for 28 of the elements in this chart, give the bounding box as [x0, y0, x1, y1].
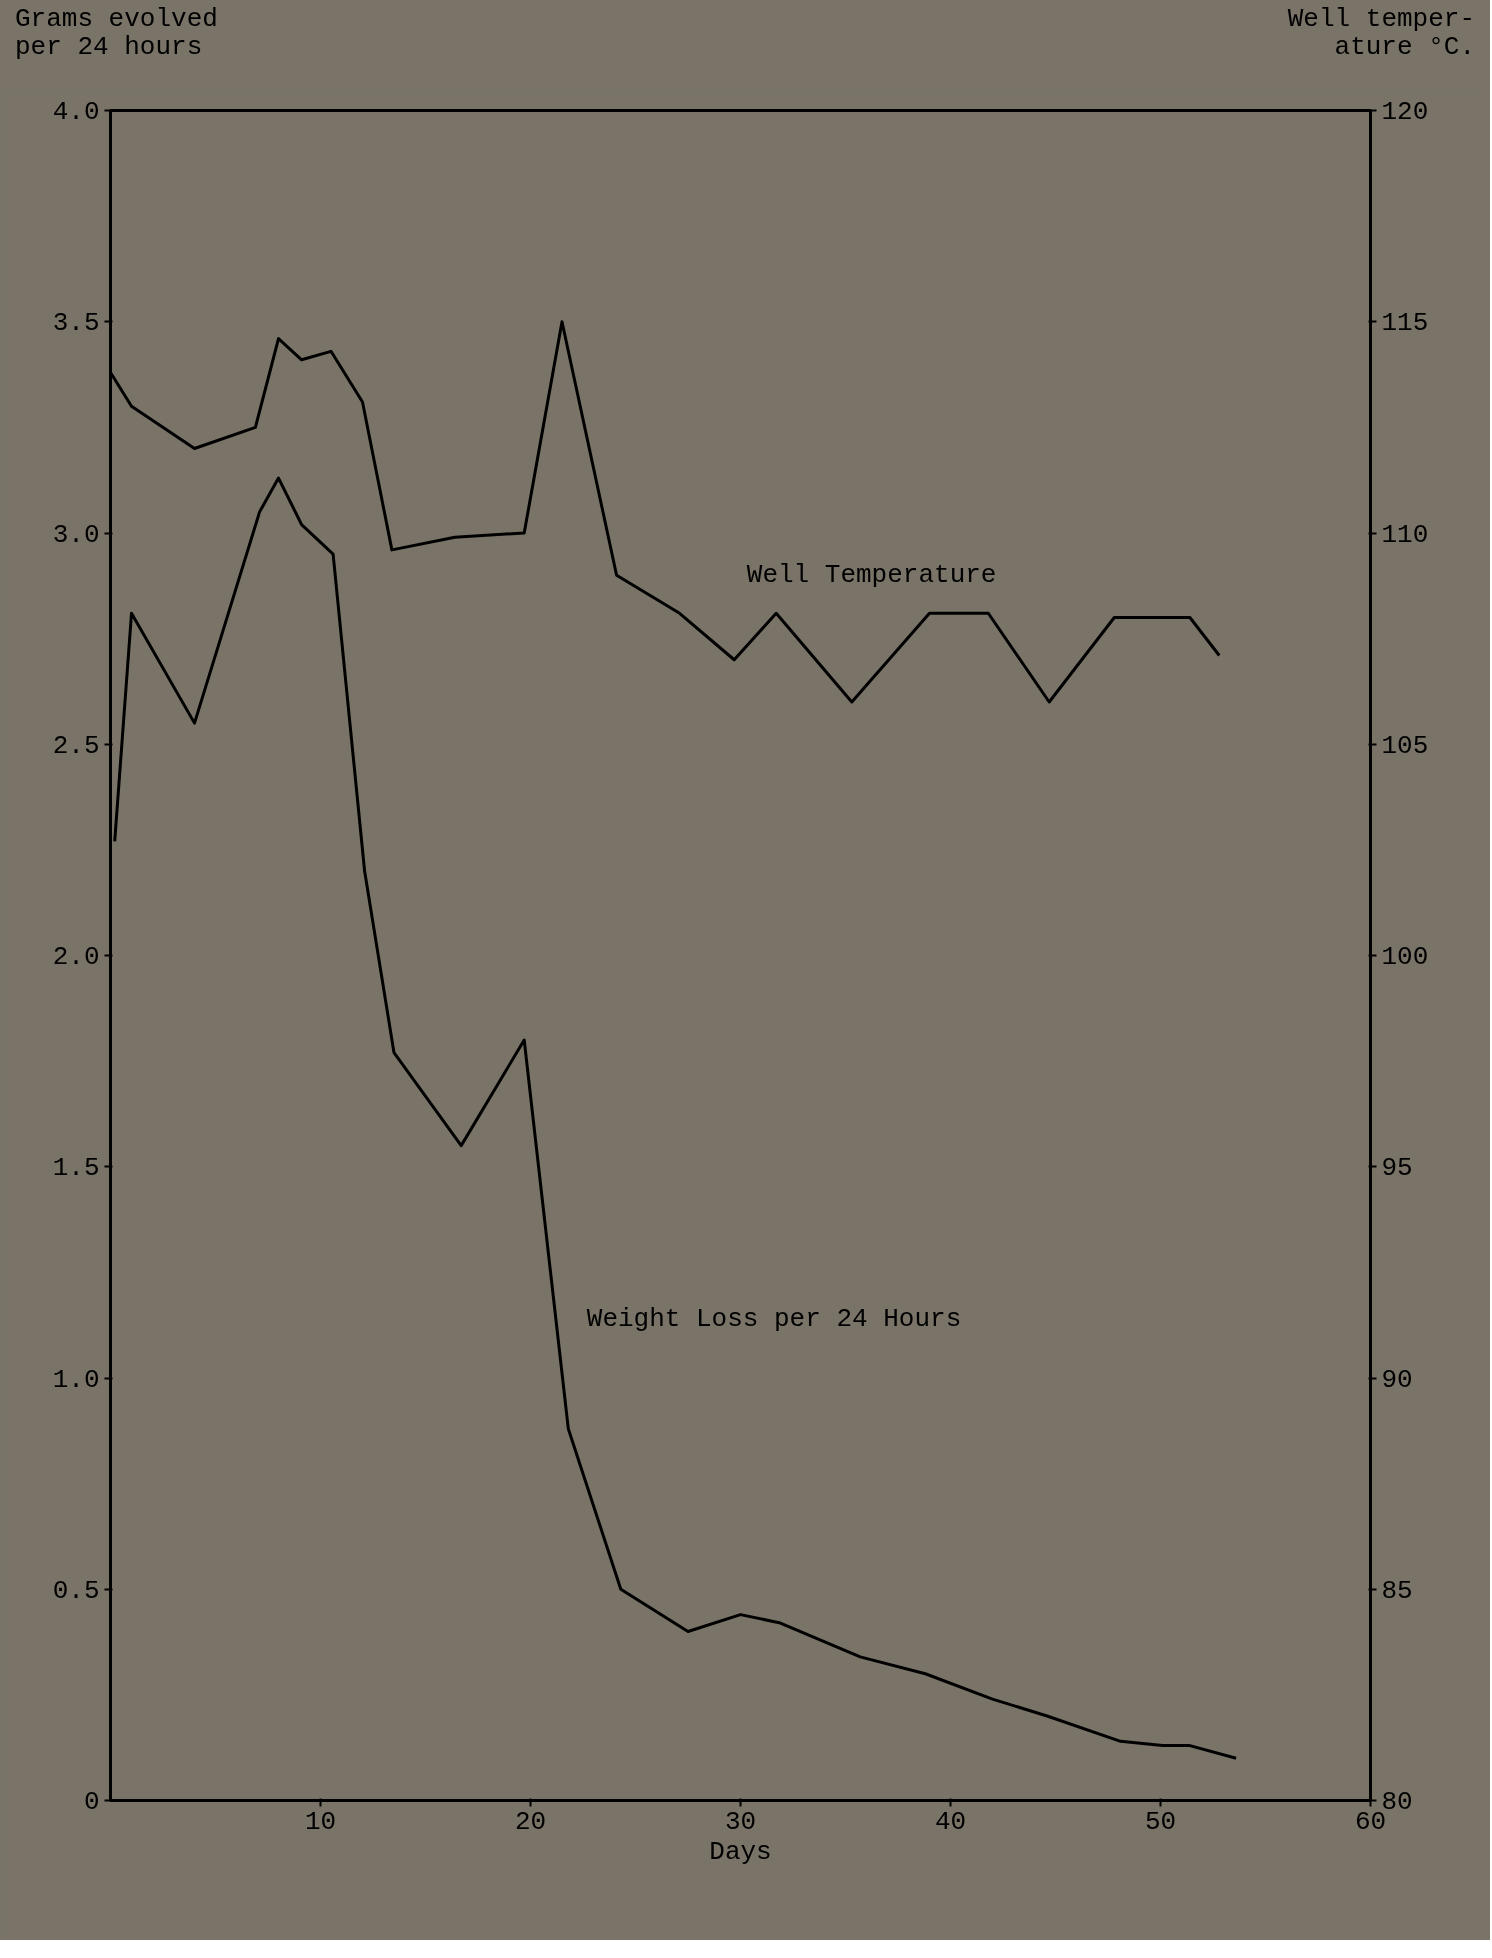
x-tick-label: 10	[304, 1806, 337, 1837]
x-axis-title: Days	[709, 1836, 772, 1867]
y2-tick-label: 120	[1381, 97, 1429, 127]
y-tick-label: 0	[83, 1787, 100, 1817]
y2-tick-label: 95	[1381, 1153, 1413, 1184]
y-tick-label: 2.5	[52, 730, 100, 761]
x-tick-label: 40	[934, 1806, 967, 1837]
x-tick-label: 30	[724, 1806, 757, 1837]
y-tick-label: 0.5	[52, 1575, 100, 1606]
annotation: Well Temperature	[746, 560, 997, 591]
y2-axis-title: Well temper- ature °C.	[1287, 4, 1475, 62]
y2-tick-label: 85	[1381, 1575, 1413, 1606]
annotation: Weight Loss per 24 Hours	[586, 1303, 962, 1334]
y2-tick-label: 105	[1381, 730, 1429, 761]
y-tick-label: 3.0	[52, 519, 100, 550]
x-tick-label: 50	[1144, 1806, 1177, 1837]
y-tick-label: 3.5	[52, 308, 100, 339]
x-tick-label: 20	[514, 1806, 547, 1837]
y2-tick-label: 115	[1381, 308, 1429, 339]
y2-tick-label: 110	[1381, 519, 1429, 550]
y-tick-label: 1.5	[52, 1153, 100, 1184]
y-axis-title: Grams evolved per 24 hours	[15, 4, 218, 62]
y2-tick-label: 90	[1381, 1364, 1413, 1395]
line-series	[113, 476, 1238, 1760]
y2-tick-label: 100	[1381, 942, 1429, 972]
y-tick-label: 2.0	[52, 942, 100, 972]
y-tick-label: 4.0	[52, 97, 100, 127]
y-tick-label: 1.0	[52, 1364, 100, 1395]
